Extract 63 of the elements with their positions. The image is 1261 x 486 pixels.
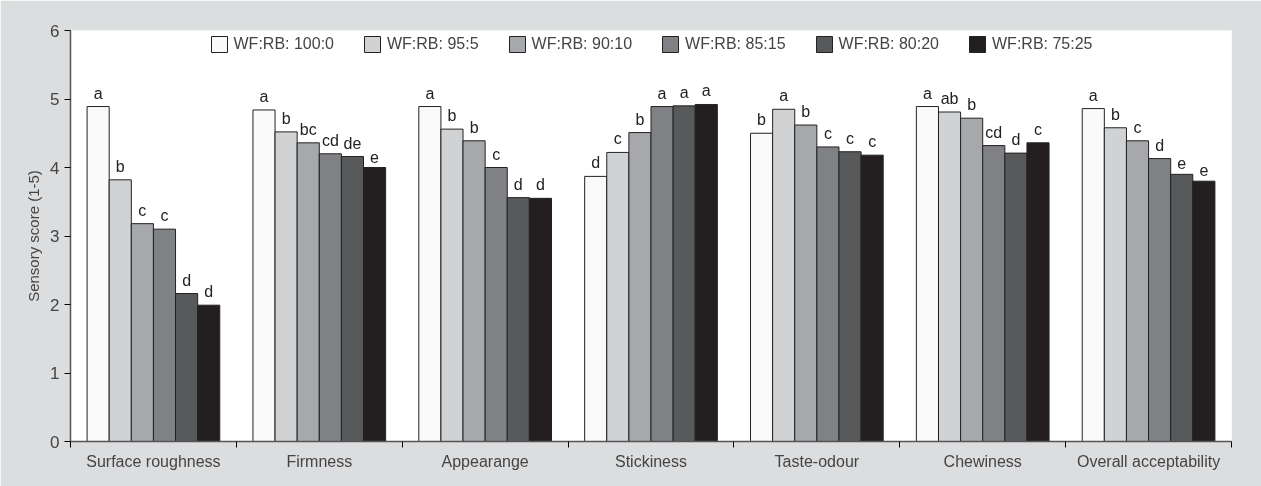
- x-tick-label: Appearange: [441, 452, 529, 470]
- annotation: de: [343, 134, 362, 152]
- y-tick-label: 6: [50, 21, 60, 41]
- annotation: c: [868, 133, 877, 151]
- x-tick-label: Chewiness: [943, 452, 1022, 470]
- annotation: a: [701, 82, 711, 100]
- x-tick-label: Overall acceptability: [1076, 452, 1221, 470]
- annotation: c: [1133, 118, 1142, 136]
- annotation: a: [922, 84, 932, 102]
- annotation: d: [1155, 136, 1165, 154]
- annotation: d: [591, 154, 601, 172]
- annotation: e: [1199, 162, 1209, 180]
- annotation: d: [535, 176, 545, 194]
- x-tick-label: Stickiness: [614, 452, 688, 470]
- annotation: a: [657, 84, 667, 102]
- y-tick-label: 2: [50, 295, 60, 315]
- y-axis-title: Sensory score (1-5): [25, 170, 43, 302]
- annotation: b: [281, 109, 291, 127]
- legend-label: WF:RB: 90:10: [531, 35, 633, 53]
- annotation: b: [967, 96, 977, 114]
- x-tick-label: Firmness: [286, 452, 353, 470]
- legend-label: WF:RB: 80:20: [838, 35, 940, 53]
- annotation: a: [779, 87, 789, 105]
- legend-label: WF:RB: 85:15: [685, 35, 786, 53]
- legend-label: WF:RB: 75:25: [992, 35, 1093, 53]
- annotation: c: [1034, 120, 1042, 138]
- annotation: a: [1088, 86, 1098, 104]
- annotation: b: [635, 110, 645, 128]
- annotation: ab: [940, 90, 959, 108]
- annotation: d: [204, 283, 214, 301]
- legend-label: WF:RB: 95:5: [386, 35, 479, 53]
- annotation: c: [846, 129, 855, 147]
- annotation: e: [370, 148, 380, 166]
- annotation: d: [1011, 131, 1021, 149]
- x-tick-label: Surface roughness: [86, 452, 221, 470]
- annotation: cd: [321, 131, 339, 149]
- annotation: c: [823, 124, 832, 142]
- legend-label: WF:RB: 100:0: [233, 35, 334, 53]
- annotation: b: [115, 157, 125, 175]
- y-tick-label: 1: [50, 364, 60, 383]
- annotation: b: [757, 111, 767, 129]
- annotation: bc: [299, 120, 317, 138]
- annotation: c: [613, 130, 622, 148]
- annotation: a: [425, 84, 435, 102]
- x-tick-label: Taste-odour: [774, 452, 860, 470]
- annotation: e: [1177, 155, 1187, 173]
- annotation: a: [679, 83, 689, 101]
- annotation: b: [469, 118, 479, 136]
- annotation: cd: [985, 123, 1003, 141]
- annotation: d: [513, 175, 523, 193]
- y-tick-label: 4: [50, 158, 60, 178]
- annotation: d: [182, 271, 192, 289]
- annotation: c: [492, 145, 501, 163]
- annotation: c: [138, 201, 147, 219]
- y-tick-label: 5: [50, 90, 60, 109]
- y-tick-label: 3: [50, 227, 60, 246]
- y-tick-label: 0: [50, 432, 60, 452]
- annotation: c: [160, 207, 169, 225]
- annotation: b: [1110, 105, 1120, 123]
- annotation: b: [447, 107, 457, 125]
- annotation: b: [801, 103, 811, 121]
- annotation: a: [93, 84, 103, 102]
- annotation: a: [259, 87, 269, 105]
